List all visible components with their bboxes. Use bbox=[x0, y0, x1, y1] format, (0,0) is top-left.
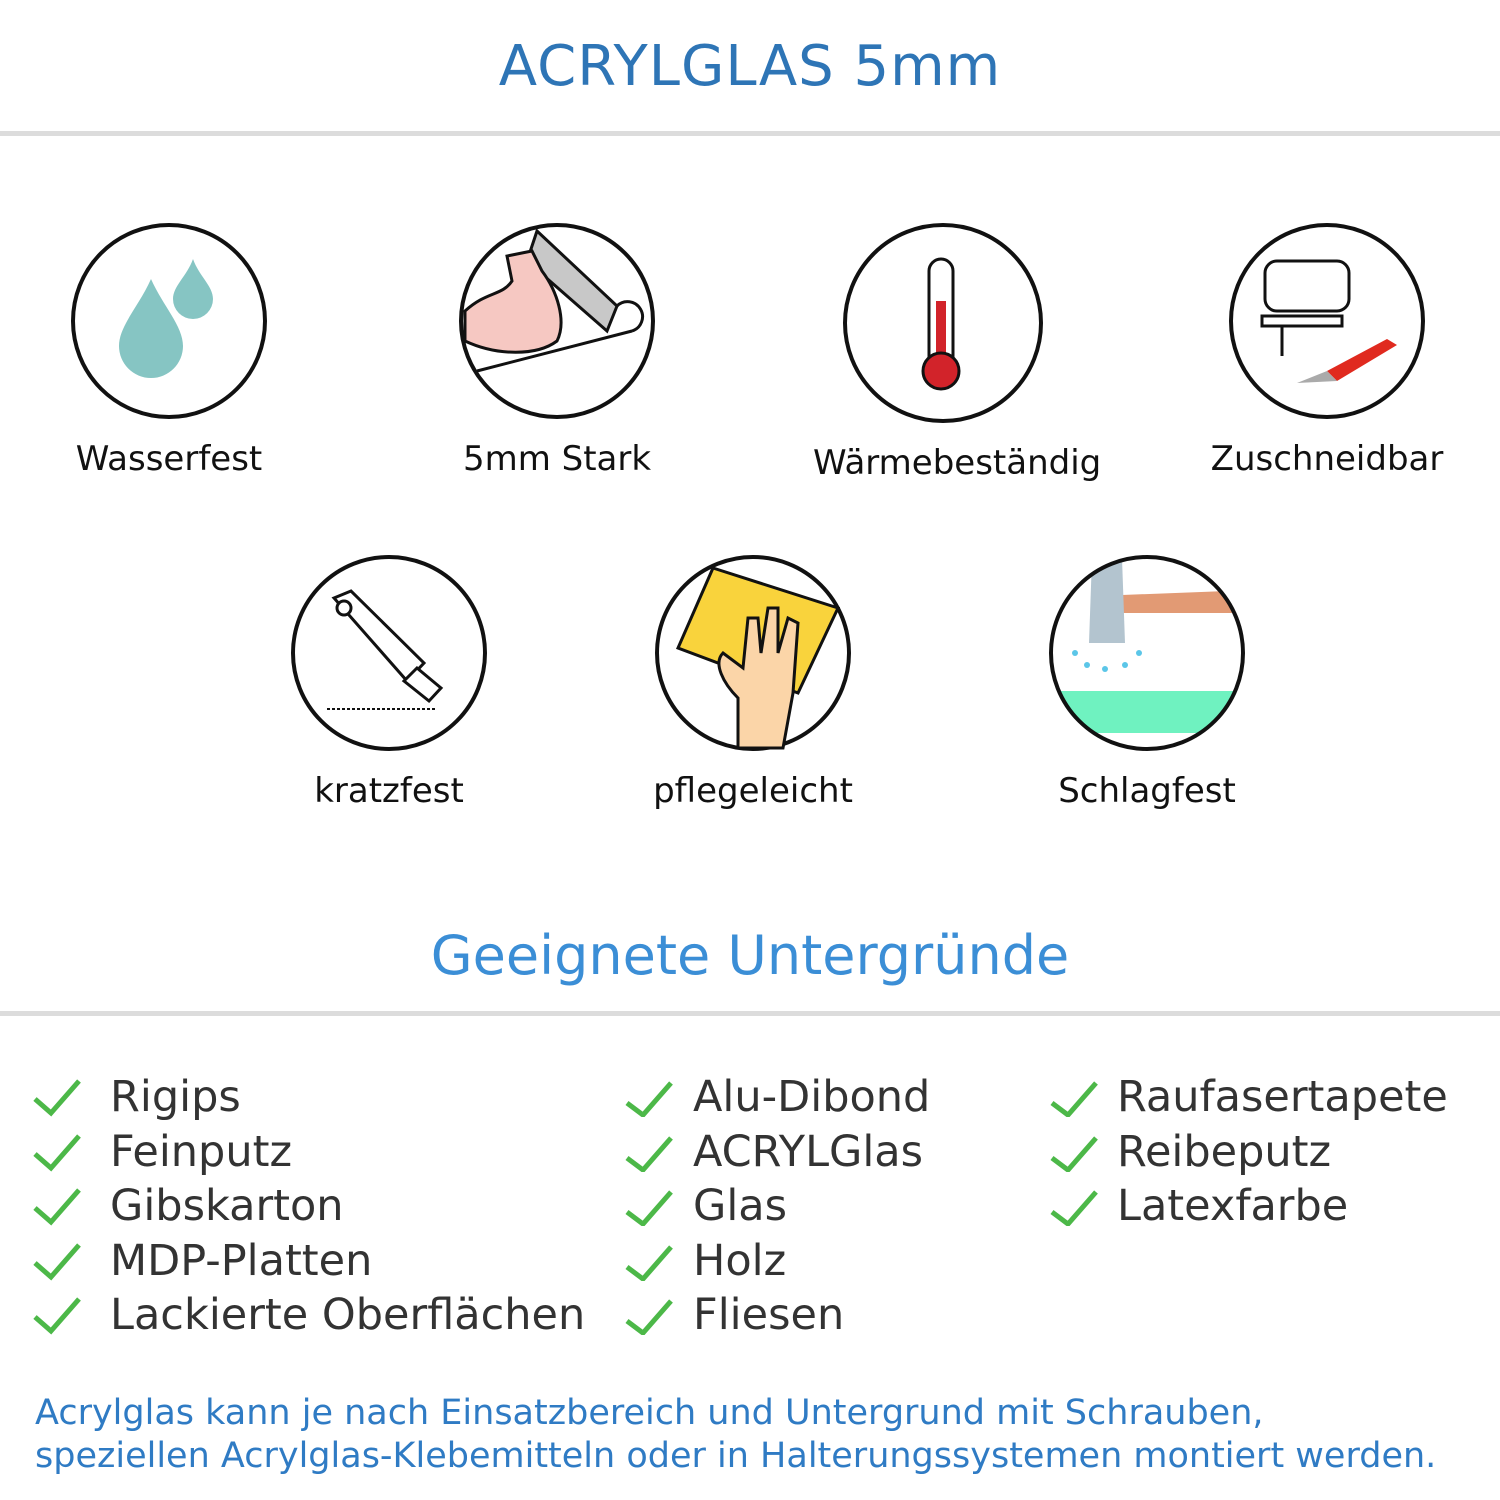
list-item: Glas bbox=[625, 1179, 930, 1234]
checkmark-icon bbox=[33, 1297, 81, 1335]
surface-list-2: Alu-Dibond ACRYLGlas Glas Holz Fliesen bbox=[625, 1070, 930, 1343]
checkmark-icon bbox=[1050, 1190, 1098, 1227]
checkmark-icon bbox=[625, 1136, 673, 1172]
list-item: Raufasertapete bbox=[1050, 1070, 1448, 1125]
list-item: Fliesen bbox=[625, 1288, 930, 1343]
hammer-icon bbox=[1049, 555, 1245, 751]
feature-label: pflegeleicht bbox=[653, 771, 853, 811]
feature-kratzfest: kratzfest bbox=[259, 553, 519, 811]
feature-schlagfest: Schlagfest bbox=[1017, 553, 1277, 811]
water-drops-icon bbox=[71, 223, 267, 419]
checkmark-icon bbox=[1050, 1081, 1098, 1118]
jigsaw-cutter-icon bbox=[1229, 223, 1425, 419]
list-item: Feinputz bbox=[33, 1125, 585, 1180]
list-item: Reibeputz bbox=[1050, 1125, 1448, 1180]
checkmark-icon bbox=[33, 1079, 81, 1117]
surface-list-1: Rigips Feinputz Gibskarton MDP-Platten L… bbox=[33, 1070, 585, 1343]
cutter-knife-icon bbox=[291, 555, 487, 751]
checkmark-icon bbox=[625, 1299, 673, 1336]
feature-label: Schlagfest bbox=[1058, 771, 1236, 811]
list-item: MDP-Platten bbox=[33, 1234, 585, 1289]
list-item: ACRYLGlas bbox=[625, 1125, 930, 1180]
feature-label: Zuschneidbar bbox=[1210, 439, 1444, 479]
list-item: Lackierte Oberflächen bbox=[33, 1288, 585, 1343]
list-item: Latexfarbe bbox=[1050, 1179, 1448, 1234]
feature-label: 5mm Stark bbox=[462, 439, 652, 479]
cleaning-hand-icon bbox=[655, 555, 851, 751]
checkmark-icon bbox=[33, 1243, 81, 1281]
list-item: Holz bbox=[625, 1234, 930, 1289]
footer-note: Acrylglas kann je nach Einsatzbereich un… bbox=[35, 1392, 1436, 1478]
feature-label: kratzfest bbox=[314, 771, 464, 811]
feature-wasserfest: Wasserfest bbox=[39, 221, 299, 479]
feature-waermebestaendig: Wärmebeständig bbox=[813, 221, 1102, 483]
feature-label: Wasserfest bbox=[75, 439, 263, 479]
list-item: Rigips bbox=[33, 1070, 585, 1125]
checkmark-icon bbox=[625, 1081, 673, 1118]
checkmark-icon bbox=[625, 1190, 673, 1227]
checkmark-icon bbox=[1050, 1136, 1098, 1172]
list-item: Gibskarton bbox=[33, 1179, 585, 1234]
checkmark-icon bbox=[33, 1134, 81, 1172]
feature-pflegeleicht: pflegeleicht bbox=[623, 553, 883, 811]
divider bbox=[0, 131, 1500, 136]
feature-zuschneidbar: Zuschneidbar bbox=[1197, 221, 1457, 479]
feature-5mm-stark: 5mm Stark bbox=[427, 221, 687, 479]
strong-arm-icon bbox=[459, 223, 655, 419]
page-title: ACRYLGLAS 5mm bbox=[498, 34, 1002, 99]
divider bbox=[0, 1011, 1500, 1016]
footer-line-1: Acrylglas kann je nach Einsatzbereich un… bbox=[35, 1393, 1264, 1433]
checkmark-icon bbox=[33, 1188, 81, 1226]
surface-list-3: Raufasertapete Reibeputz Latexfarbe bbox=[1050, 1070, 1448, 1234]
checkmark-icon bbox=[625, 1245, 673, 1281]
list-item: Alu-Dibond bbox=[625, 1070, 930, 1125]
footer-line-2: speziellen Acrylglas-Klebemitteln oder i… bbox=[35, 1436, 1437, 1476]
thermometer-icon bbox=[843, 223, 1043, 423]
feature-label: Wärmebeständig bbox=[813, 443, 1102, 483]
section-title: Geeignete Untergründe bbox=[430, 924, 1070, 987]
